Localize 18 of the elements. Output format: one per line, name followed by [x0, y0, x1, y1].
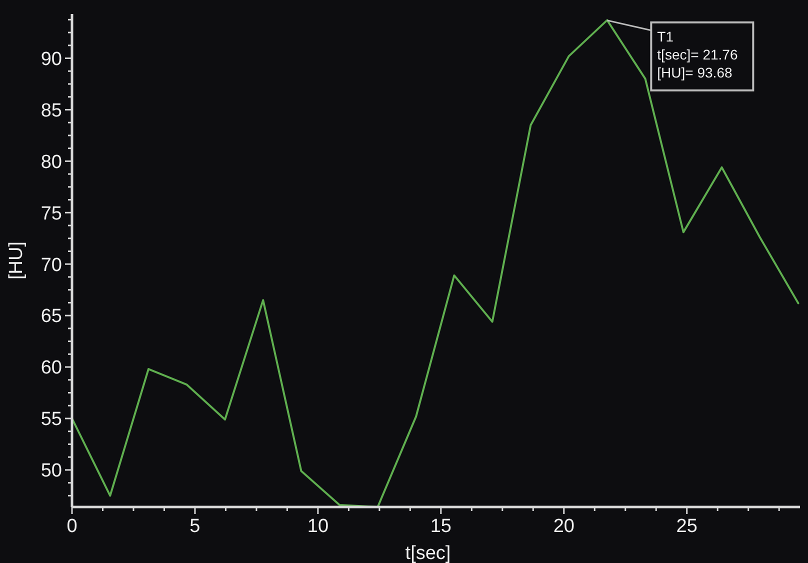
y-tick-label: 85	[40, 100, 62, 122]
x-tick-label: 25	[676, 516, 698, 537]
annotation: T1 t[sec]= 21.76 [HU]= 93.68	[657, 28, 738, 80]
y-tick-label: 55	[40, 409, 62, 430]
y-tick-label: 70	[40, 254, 62, 276]
x-tick-label: 0	[66, 516, 78, 537]
x-tick-label: 15	[430, 516, 452, 537]
x-tick-label: 5	[190, 516, 200, 537]
y-tick-label: 90	[40, 48, 62, 70]
y-tick-label: 80	[40, 152, 62, 173]
y-axis-title: [HU]	[6, 242, 27, 280]
x-axis-title: t[sec]	[405, 543, 451, 563]
y-tick-label: 50	[40, 460, 62, 482]
y-tick-label: 65	[40, 306, 62, 328]
y-tick-label: 75	[40, 203, 62, 224]
x-tick-label: 10	[307, 516, 329, 537]
x-tick-label: 20	[553, 516, 574, 537]
y-tick-label: 60	[40, 358, 62, 379]
